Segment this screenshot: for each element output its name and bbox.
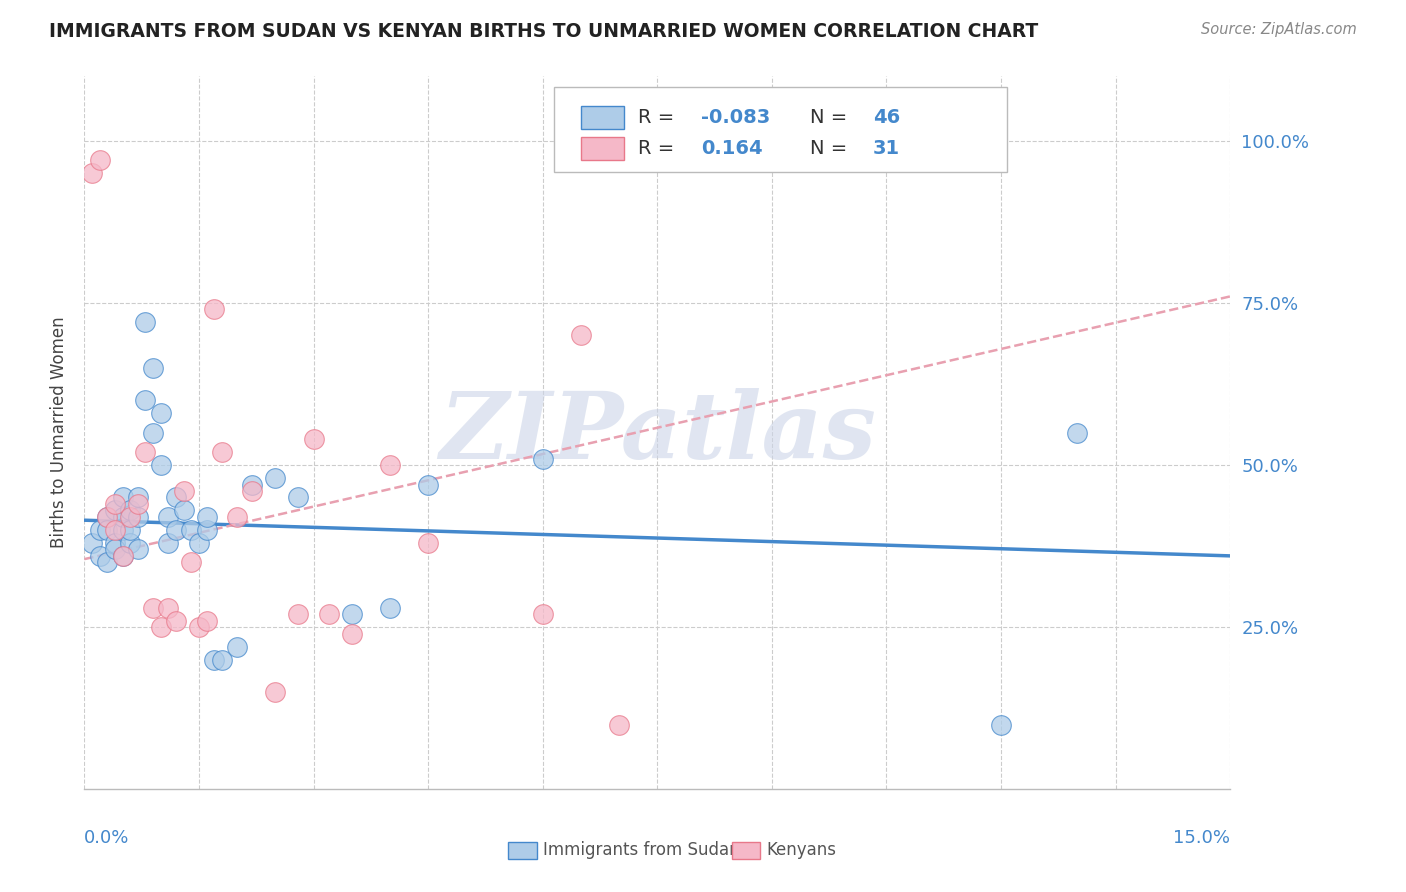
Point xyxy=(173,503,195,517)
Text: 15.0%: 15.0% xyxy=(1173,829,1230,847)
Text: N =: N = xyxy=(810,139,853,158)
Point xyxy=(418,536,440,550)
Point xyxy=(990,717,1012,731)
Point xyxy=(287,491,309,505)
Point xyxy=(318,607,340,622)
Point xyxy=(142,360,165,375)
Point xyxy=(96,555,118,569)
Point xyxy=(531,451,554,466)
Point xyxy=(378,600,401,615)
FancyBboxPatch shape xyxy=(581,137,624,160)
Point xyxy=(188,620,211,634)
FancyBboxPatch shape xyxy=(554,87,1007,172)
Point xyxy=(111,510,134,524)
Point xyxy=(607,717,630,731)
Point xyxy=(96,510,118,524)
Point xyxy=(157,510,180,524)
Point xyxy=(149,406,172,420)
Point xyxy=(165,523,187,537)
Point xyxy=(1066,425,1088,440)
Point xyxy=(531,607,554,622)
Point xyxy=(127,497,149,511)
Point xyxy=(180,555,202,569)
Point xyxy=(111,491,134,505)
FancyBboxPatch shape xyxy=(731,841,761,859)
Text: Immigrants from Sudan: Immigrants from Sudan xyxy=(543,841,740,859)
Point xyxy=(142,425,165,440)
Text: R =: R = xyxy=(638,139,681,158)
Point xyxy=(226,510,249,524)
Point xyxy=(134,445,156,459)
Point xyxy=(211,653,233,667)
Point xyxy=(418,477,440,491)
Text: 31: 31 xyxy=(873,139,900,158)
Text: 0.164: 0.164 xyxy=(700,139,762,158)
Point xyxy=(96,523,118,537)
Point xyxy=(104,523,127,537)
Point xyxy=(104,536,127,550)
Point xyxy=(195,614,218,628)
Point xyxy=(111,549,134,563)
Point xyxy=(157,600,180,615)
Point xyxy=(211,445,233,459)
Point xyxy=(89,153,111,168)
Point xyxy=(569,328,592,343)
Point xyxy=(142,600,165,615)
Point xyxy=(120,503,142,517)
Text: IMMIGRANTS FROM SUDAN VS KENYAN BIRTHS TO UNMARRIED WOMEN CORRELATION CHART: IMMIGRANTS FROM SUDAN VS KENYAN BIRTHS T… xyxy=(49,22,1039,41)
Point xyxy=(165,491,187,505)
Text: N =: N = xyxy=(810,108,853,127)
Point xyxy=(242,477,264,491)
Point xyxy=(104,497,127,511)
Point xyxy=(111,549,134,563)
Point xyxy=(202,302,225,317)
Point xyxy=(157,536,180,550)
Point xyxy=(264,685,287,699)
Point xyxy=(195,510,218,524)
FancyBboxPatch shape xyxy=(581,106,624,128)
Point xyxy=(80,166,103,180)
Text: 46: 46 xyxy=(873,108,900,127)
Point xyxy=(149,620,172,634)
Point xyxy=(134,393,156,408)
Point xyxy=(89,523,111,537)
Point xyxy=(104,503,127,517)
Point xyxy=(134,315,156,329)
Point xyxy=(180,523,202,537)
Text: -0.083: -0.083 xyxy=(700,108,770,127)
Point xyxy=(127,542,149,557)
Point xyxy=(188,536,211,550)
Point xyxy=(287,607,309,622)
Point xyxy=(202,653,225,667)
Point xyxy=(80,536,103,550)
Point xyxy=(127,491,149,505)
Point xyxy=(264,471,287,485)
Point xyxy=(340,626,363,640)
Point xyxy=(120,536,142,550)
Point xyxy=(111,523,134,537)
Point xyxy=(195,523,218,537)
Text: ZIPatlas: ZIPatlas xyxy=(439,388,876,477)
Text: R =: R = xyxy=(638,108,681,127)
Point xyxy=(127,510,149,524)
Point xyxy=(302,432,325,446)
Point xyxy=(242,483,264,498)
Point xyxy=(378,458,401,472)
Text: Kenyans: Kenyans xyxy=(766,841,837,859)
Point xyxy=(149,458,172,472)
Point xyxy=(340,607,363,622)
Point xyxy=(104,542,127,557)
Point xyxy=(165,614,187,628)
Text: Source: ZipAtlas.com: Source: ZipAtlas.com xyxy=(1201,22,1357,37)
Point xyxy=(226,640,249,654)
Text: 0.0%: 0.0% xyxy=(84,829,129,847)
FancyBboxPatch shape xyxy=(509,841,537,859)
Point xyxy=(120,523,142,537)
Point xyxy=(173,483,195,498)
Y-axis label: Births to Unmarried Women: Births to Unmarried Women xyxy=(49,317,67,549)
Point xyxy=(96,510,118,524)
Point xyxy=(120,510,142,524)
Point xyxy=(89,549,111,563)
